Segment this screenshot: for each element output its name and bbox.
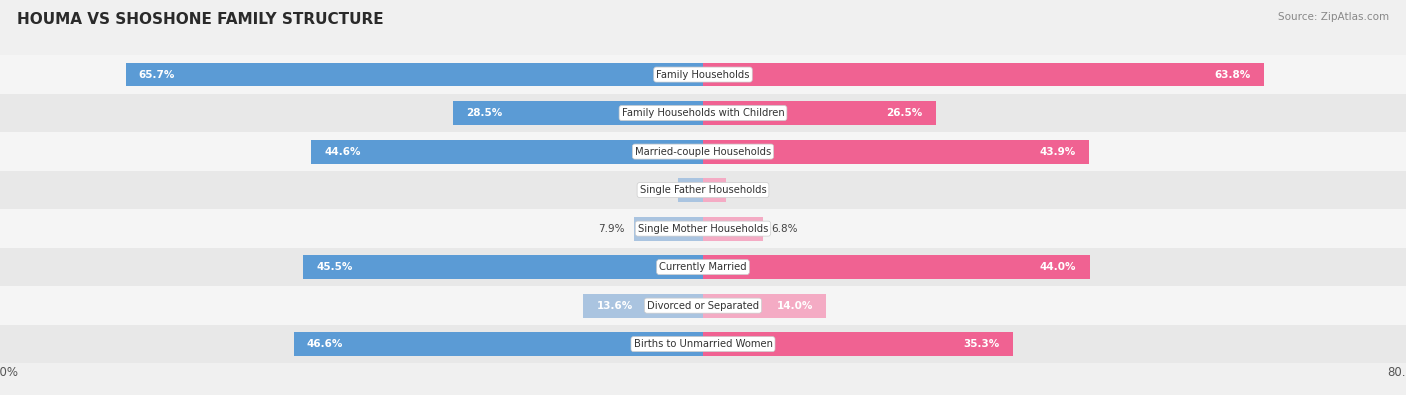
Bar [0,209,1406,248]
Text: 26.5%: 26.5% [886,108,922,118]
Text: 7.9%: 7.9% [599,224,624,233]
Bar [0,94,1406,132]
Bar [0,55,1406,94]
Bar [0,286,1406,325]
Bar [703,101,936,125]
Bar [304,255,703,279]
Text: HOUMA VS SHOSHONE FAMILY STRUCTURE: HOUMA VS SHOSHONE FAMILY STRUCTURE [17,12,384,27]
Bar [678,178,703,202]
Text: Married-couple Households: Married-couple Households [636,147,770,156]
Text: Family Households: Family Households [657,70,749,79]
Bar [634,217,703,241]
Bar [0,325,1406,363]
Text: 2.9%: 2.9% [643,185,669,195]
Bar [0,171,1406,209]
Bar [0,248,1406,286]
Text: 6.8%: 6.8% [772,224,799,233]
Text: 35.3%: 35.3% [963,339,1000,349]
Bar [311,140,703,164]
Text: 43.9%: 43.9% [1039,147,1076,156]
Text: Births to Unmarried Women: Births to Unmarried Women [634,339,772,349]
Bar [703,178,725,202]
Text: Family Households with Children: Family Households with Children [621,108,785,118]
Text: 63.8%: 63.8% [1215,70,1250,79]
Bar [703,332,1014,356]
Bar [294,332,703,356]
Text: 2.6%: 2.6% [734,185,761,195]
Bar [703,294,827,318]
Text: 46.6%: 46.6% [307,339,343,349]
Bar [453,101,703,125]
Text: 14.0%: 14.0% [776,301,813,310]
Text: Divorced or Separated: Divorced or Separated [647,301,759,310]
Text: 28.5%: 28.5% [465,108,502,118]
Bar [0,132,1406,171]
Bar [703,255,1090,279]
Text: 45.5%: 45.5% [316,262,353,272]
Bar [125,63,703,87]
Text: 44.6%: 44.6% [325,147,361,156]
Text: Single Father Households: Single Father Households [640,185,766,195]
Bar [703,140,1088,164]
Text: 65.7%: 65.7% [139,70,176,79]
Text: Currently Married: Currently Married [659,262,747,272]
Text: 13.6%: 13.6% [596,301,633,310]
Bar [703,217,762,241]
Text: Single Mother Households: Single Mother Households [638,224,768,233]
Text: 44.0%: 44.0% [1040,262,1077,272]
Bar [703,63,1264,87]
Bar [583,294,703,318]
Text: Source: ZipAtlas.com: Source: ZipAtlas.com [1278,12,1389,22]
